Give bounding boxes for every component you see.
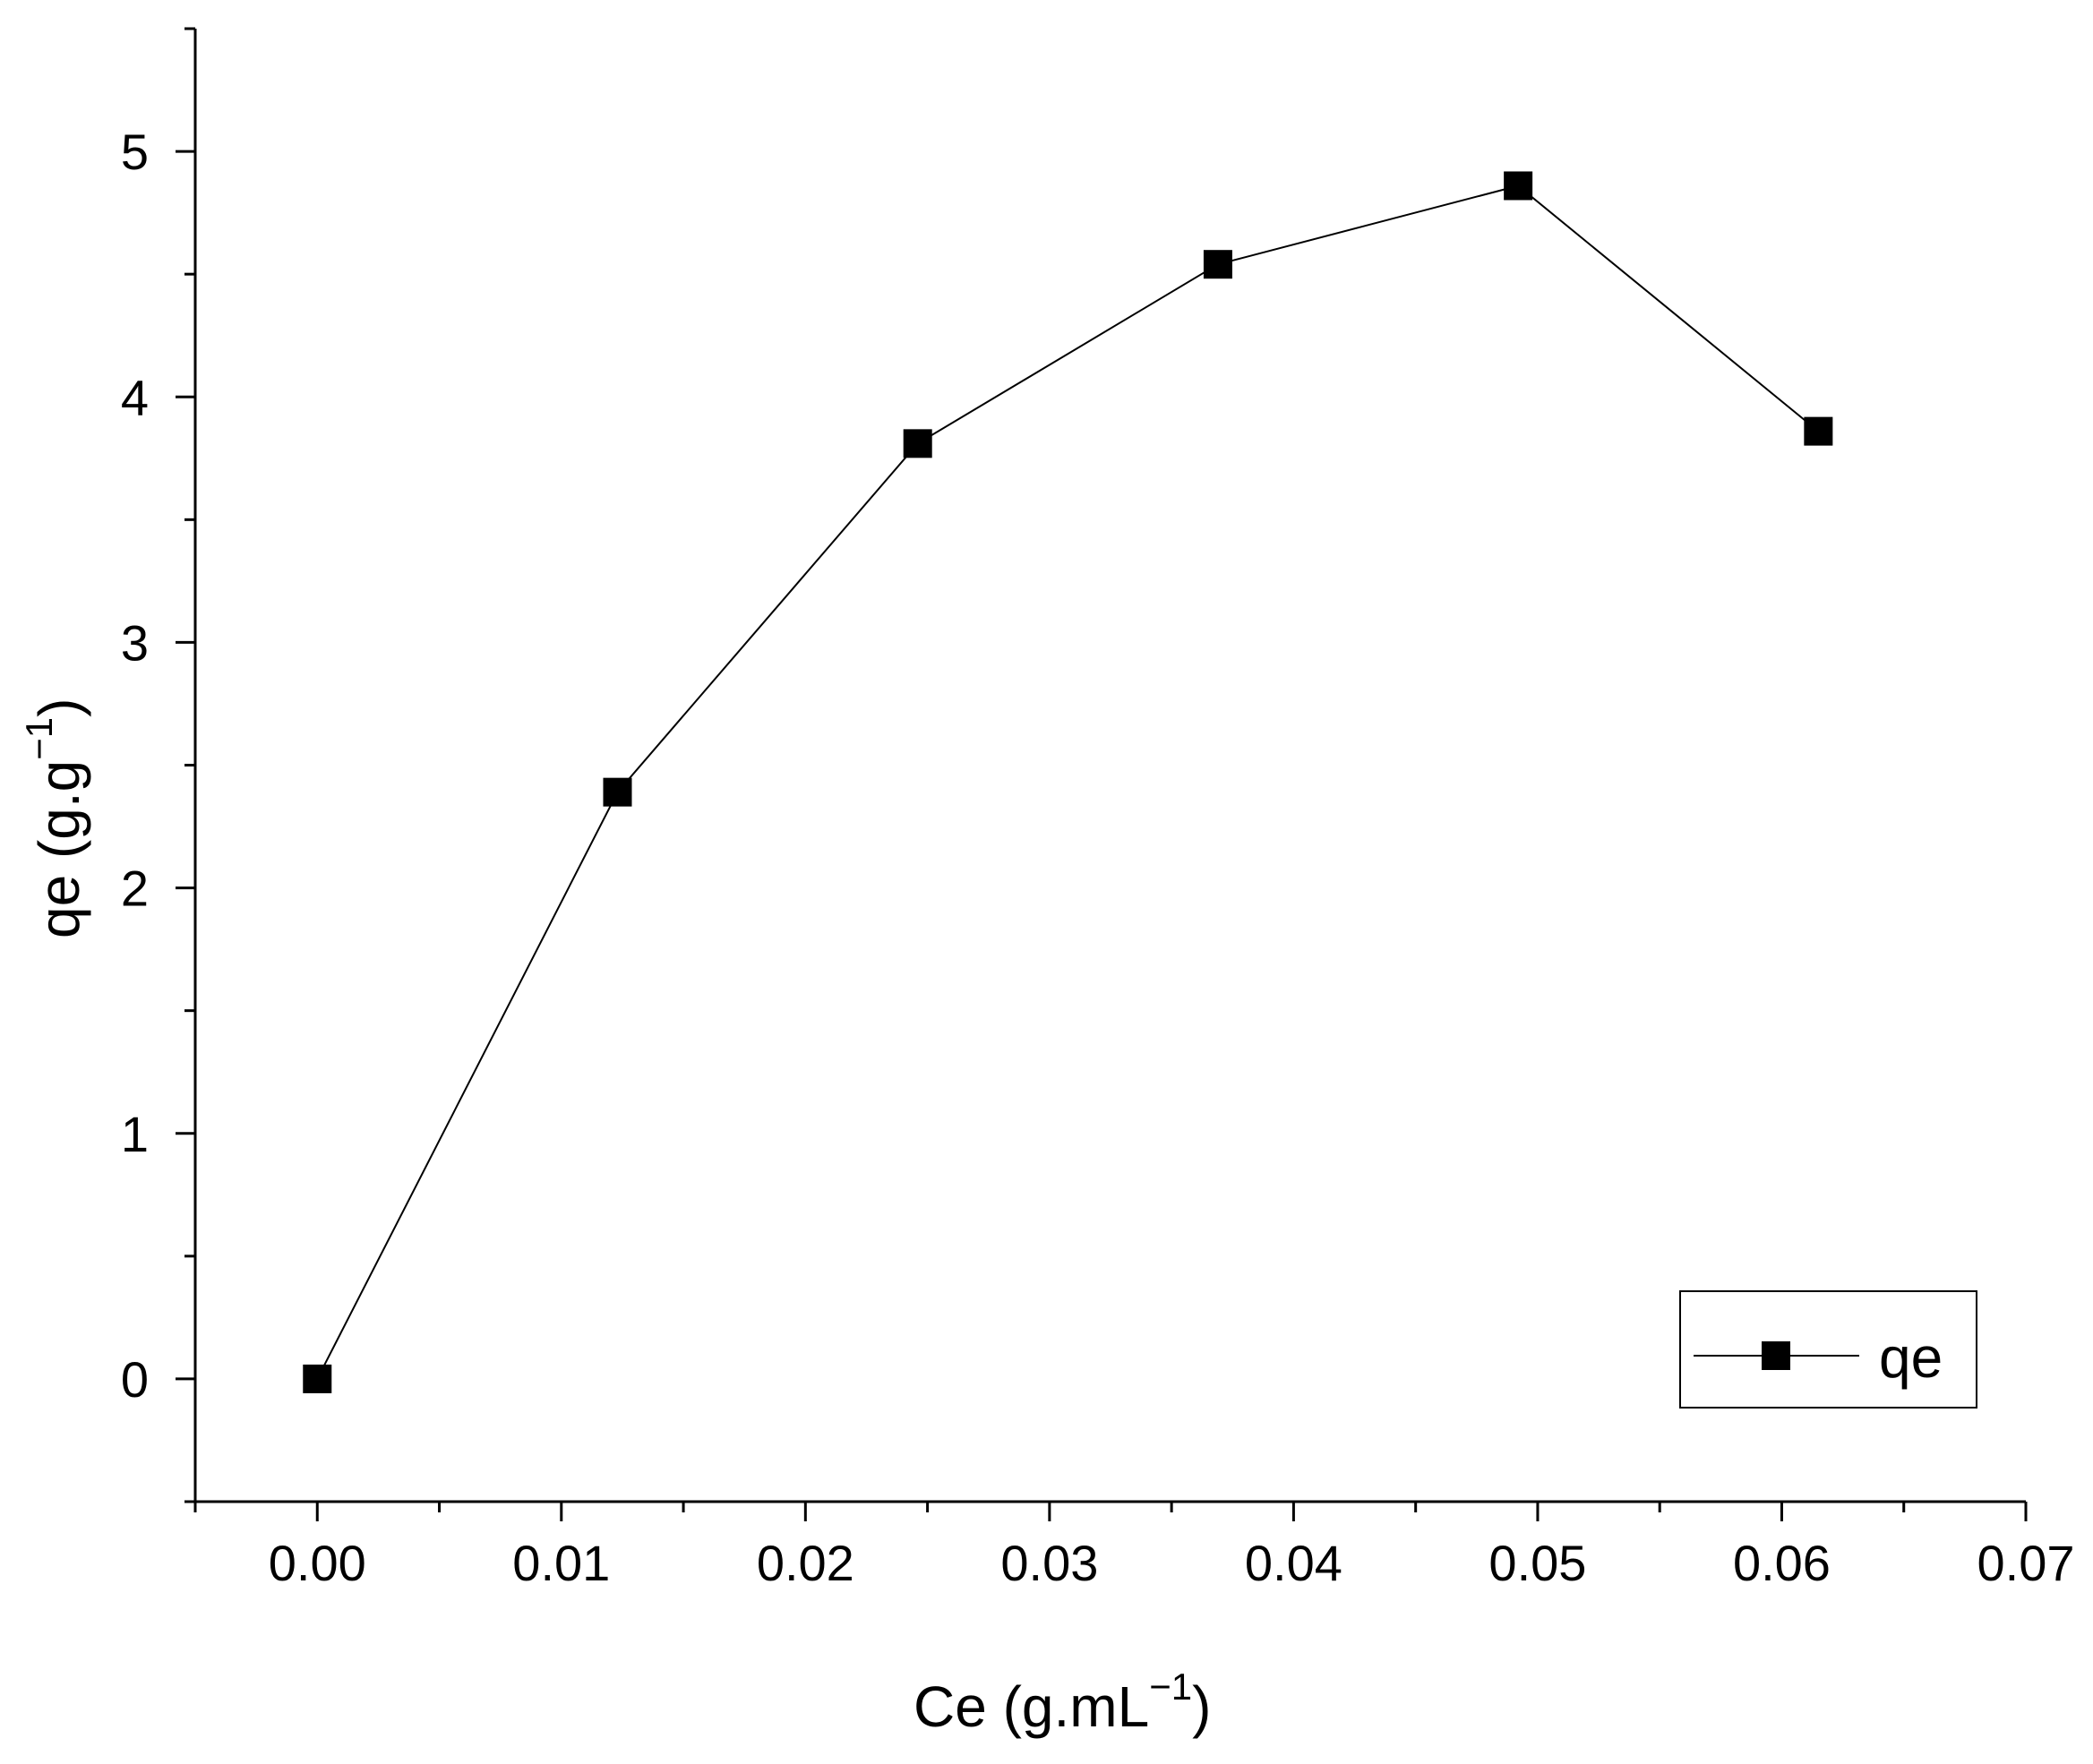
y-tick-label: 2 [121, 861, 149, 917]
data-point [1203, 250, 1232, 279]
y-tick-label: 3 [121, 614, 149, 671]
series-line-qe [316, 184, 1819, 1380]
x-tick-label: 0.03 [1000, 1535, 1098, 1591]
data-point [1804, 416, 1833, 446]
data-point [303, 1364, 332, 1393]
x-tick-label: 0.00 [269, 1535, 366, 1591]
x-tick-label: 0.05 [1488, 1535, 1586, 1591]
y-axis-title-sup: −1 [18, 717, 60, 760]
y-axis-title-main: qe (g.g [27, 760, 91, 938]
y-tick-label: 1 [121, 1106, 149, 1162]
x-axis-title-sup: −1 [1149, 1666, 1192, 1708]
x-axis-title-main: Ce (g.mL [914, 1674, 1149, 1739]
y-tick-label: 5 [121, 124, 149, 180]
data-point [903, 429, 932, 458]
x-tick-label: 0.07 [1977, 1535, 2075, 1591]
legend: qe [1679, 1290, 1977, 1409]
x-tick-label: 0.06 [1733, 1535, 1831, 1591]
x-tick-label: 0.04 [1245, 1535, 1342, 1591]
series-qe [303, 171, 1833, 1393]
legend-box [1679, 1290, 1977, 1409]
y-axis-title: qe (g.g−1) [18, 698, 91, 938]
y-axis-title-close: ) [27, 698, 91, 717]
legend-marker [1762, 1341, 1790, 1370]
x-tick-label: 0.02 [757, 1535, 854, 1591]
data-point [603, 777, 632, 807]
y-tick-label: 0 [121, 1351, 149, 1408]
x-axis-title-close: ) [1192, 1674, 1211, 1739]
legend-label: qe [1879, 1325, 1943, 1390]
axes: 0.00 0.01 0.02 0.03 0.04 0.05 0.06 0.07 0 1 2 3 4 5 [121, 27, 2075, 1591]
x-tick-label: 0.01 [512, 1535, 610, 1591]
x-axis-title: Ce (g.mL−1) [914, 1666, 1211, 1739]
data-point [1504, 171, 1533, 201]
y-tick-label: 4 [121, 369, 149, 425]
